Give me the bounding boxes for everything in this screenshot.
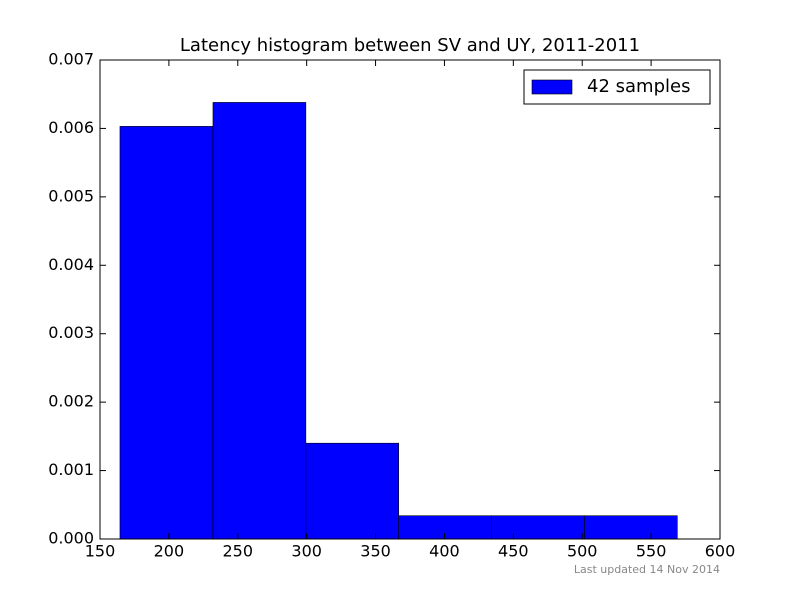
x-tick-label: 400 <box>429 542 460 561</box>
x-tick-label: 200 <box>154 542 185 561</box>
y-tick-label: 0.003 <box>48 323 94 342</box>
x-tick-label: 300 <box>291 542 322 561</box>
y-tick-label: 0.004 <box>48 255 94 274</box>
y-tick-label: 0.002 <box>48 392 94 411</box>
x-tick-label: 550 <box>636 542 667 561</box>
bar <box>212 102 307 540</box>
x-tick-label: 350 <box>360 542 391 561</box>
bar <box>119 126 214 540</box>
chart-title: Latency histogram between SV and UY, 201… <box>180 35 640 56</box>
legend-box <box>523 69 711 105</box>
bar <box>491 515 585 540</box>
x-tick-label: 500 <box>567 542 598 561</box>
legend-swatch <box>531 79 573 95</box>
y-tick-label: 0.005 <box>48 186 94 205</box>
x-tick-label: 150 <box>85 542 116 561</box>
y-tick-label: 0.006 <box>48 118 94 137</box>
y-tick-label: 0.001 <box>48 460 94 479</box>
plot-frame <box>99 59 721 540</box>
y-tick-label: 0.000 <box>48 529 94 548</box>
bar <box>584 515 678 540</box>
legend-label: 42 samples <box>587 76 690 97</box>
x-tick-label: 450 <box>498 542 529 561</box>
bar <box>305 442 400 540</box>
bar <box>398 515 492 540</box>
x-tick-label: 600 <box>705 542 736 561</box>
y-tick-label: 0.007 <box>48 50 94 69</box>
x-tick-label: 250 <box>223 542 254 561</box>
footnote: Last updated 14 Nov 2014 <box>574 563 720 576</box>
